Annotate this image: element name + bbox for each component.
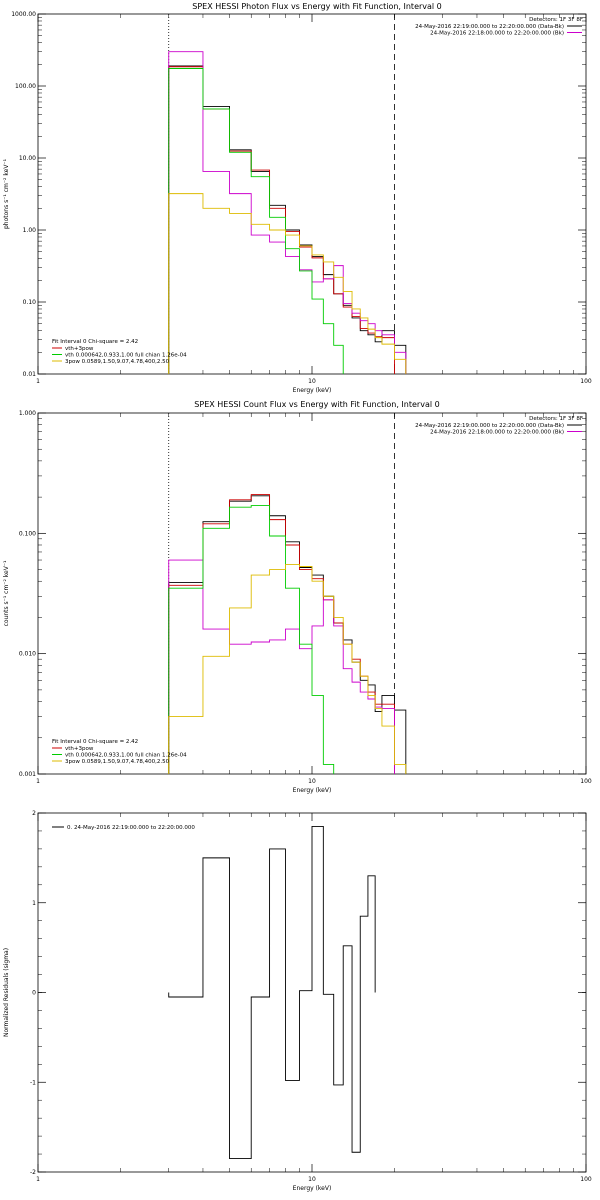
y-tick-label: 0.010 (19, 651, 36, 658)
x-tick-label: 10 (308, 1176, 316, 1183)
series-residuals (168, 826, 376, 1159)
legend-entry: vth+3pow (65, 346, 94, 352)
y-tick-label: 10.00 (19, 155, 36, 162)
residuals-panel: 1 10 100 -2 -1 0 1 2 Energy (keV) Normalized Resi… (3, 810, 592, 1192)
count-flux-panel: SPEX HESSI Count Flux vs Energy with Fit… (3, 400, 592, 794)
x-axis-label: Energy (keV) (293, 1185, 332, 1192)
y-tick-label: 0.100 (19, 530, 36, 537)
x-tick-label: 10 (308, 378, 316, 385)
y-axis-label: Normalized Residuals (sigma) (3, 948, 10, 1037)
time-interval-label: 24-May-2016 22:19:00.000 to 22:20:00.000… (415, 423, 564, 429)
legend-entry: vth 0.000642,0.933,1.00 full chian 1.26e… (65, 753, 187, 759)
x-tick-label: 1 (36, 1176, 40, 1183)
x-tick-label: 10 (308, 778, 316, 785)
series-thermal (168, 505, 335, 774)
detectors-label: Detectors: 1F 3F 8F (529, 17, 583, 23)
x-tick-label: 100 (580, 378, 592, 385)
photon-flux-panel: SPEX HESSI Photon Flux vs Energy with Fi… (3, 2, 592, 394)
y-tick-label: -2 (30, 1169, 36, 1176)
y-axis-label: counts s⁻¹ cm⁻² keV⁻¹ (3, 560, 10, 626)
x-axis-label: Energy (keV) (293, 387, 332, 394)
panel-title: SPEX HESSI Photon Flux vs Energy with Fi… (192, 2, 442, 11)
legend-entry: vth 0.000642,0.933,1.00 full chian 1.26e… (65, 353, 187, 359)
x-tick-label: 100 (580, 1176, 592, 1183)
series-thermal (168, 68, 344, 374)
y-tick-label: 0 (32, 990, 36, 997)
x-tick-label: 100 (580, 778, 592, 785)
y-tick-label: 2 (32, 810, 36, 817)
y-tick-label: 1 (32, 900, 36, 907)
y-axis-label: photons s⁻¹ cm⁻² keV⁻¹ (3, 158, 10, 229)
y-tick-label: 0.001 (19, 771, 36, 778)
series-data (168, 65, 407, 374)
x-tick-label: 1 (36, 378, 40, 385)
y-tick-label: 1000.00 (11, 11, 36, 18)
series-powerlaw (168, 193, 407, 374)
y-tick-label: 100.00 (15, 83, 36, 90)
plot-frame (37, 13, 587, 375)
detectors-label: Detectors: 1F 3F 8F (529, 416, 583, 422)
legend-entry: 3pow 0.0589,1.50,9.07,4.78,400,2.50 (65, 359, 170, 365)
y-tick-label: 0.01 (23, 371, 37, 378)
series-total (168, 66, 395, 374)
y-tick-label: -1 (30, 1079, 36, 1086)
series-background (168, 559, 395, 774)
fit-chi-square-label: Fit Interval 0 Chi-square = 2.42 (52, 339, 138, 345)
y-tick-label: 1.00 (23, 227, 37, 234)
time-interval-label: 24-May-2016 22:18:00.000 to 22:20:00.000… (430, 31, 564, 37)
series-powerlaw (168, 564, 407, 774)
x-axis-label: Energy (keV) (293, 787, 332, 794)
panel-title: SPEX HESSI Count Flux vs Energy with Fit… (194, 400, 439, 409)
legend-entry: 3pow 0.0589,1.50,9.07,4.78,400,2.50 (65, 759, 170, 765)
residual-interval-label: 0. 24-May-2016 22:19:00.000 to 22:20:00.… (67, 825, 195, 831)
series-data (168, 495, 407, 774)
time-interval-label: 24-May-2016 22:18:00.000 to 22:20:00.000… (430, 430, 564, 436)
series-background (168, 51, 407, 374)
plot-frame (37, 412, 587, 775)
y-tick-label: 1.000 (19, 410, 36, 417)
legend-entry: vth+3pow (65, 746, 94, 752)
fit-chi-square-label: Fit Interval 0 Chi-square = 2.42 (52, 739, 138, 745)
y-tick-label: 0.10 (23, 299, 37, 306)
x-tick-label: 1 (36, 778, 40, 785)
time-interval-label: 24-May-2016 22:19:00.000 to 22:20:00.000… (415, 24, 564, 30)
